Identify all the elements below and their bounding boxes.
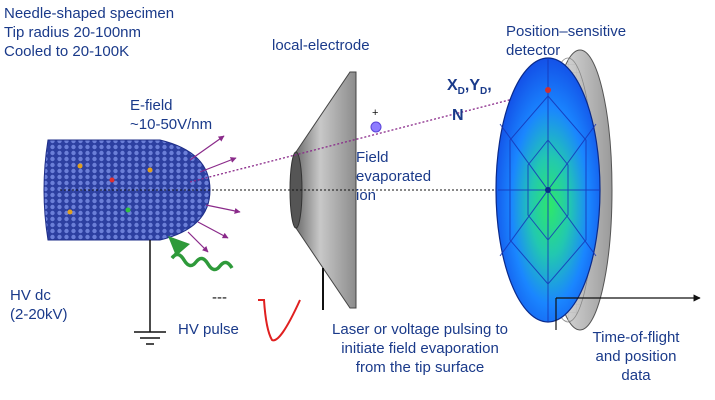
xy-comma: , <box>487 77 492 94</box>
efield-line-2: ~10-50V/nm <box>130 116 213 133</box>
hv-pulse-symbol <box>258 299 301 342</box>
tof-line-2: and position <box>595 348 677 365</box>
specimen-description: Needle-shaped specimen Tip radius 20-100… <box>4 4 174 61</box>
ion-line-2: evaporated <box>356 168 432 185</box>
ion-line-3: ion <box>356 187 377 204</box>
laser-pulse-arrow <box>168 236 234 272</box>
detector-line-1: Position–sensitive <box>506 23 627 40</box>
n-label: N <box>452 107 464 124</box>
local-electrode-label: local-electrode <box>272 37 370 54</box>
hv-dc-wire <box>134 240 166 345</box>
y-subscript: D <box>480 86 488 98</box>
tof-description: Time-of-flight and position data <box>572 328 700 385</box>
hv-dc-label: HV dc (2-20kV) <box>10 286 68 324</box>
specimen-line-3: Cooled to 20-100K <box>4 43 130 60</box>
laser-line-1: Laser or voltage pulsing to <box>332 321 508 338</box>
detector-label: Position–sensitive detector <box>506 22 626 60</box>
hv-dc-line-1: HV dc <box>10 287 51 304</box>
hv-dc-line-2: (2-20kV) <box>10 306 68 323</box>
tof-line-3: data <box>621 367 651 384</box>
efield-line-1: E-field <box>130 97 173 114</box>
laser-line-3: from the tip surface <box>355 359 485 376</box>
x-subscript: D <box>457 86 465 98</box>
detector-line-2: detector <box>506 42 561 59</box>
x-letter: X <box>447 77 458 94</box>
evaporated-ion <box>370 121 382 133</box>
field-lines <box>187 135 241 253</box>
specimen-line-1: Needle-shaped specimen <box>4 5 175 22</box>
hv-pulse-label: HV pulse <box>178 321 239 338</box>
efield-label: E-field ~10-50V/nm <box>130 96 212 134</box>
y-letter: ,Y <box>464 77 481 94</box>
ion-line-1: Field <box>356 149 389 166</box>
specimen-line-2: Tip radius 20-100nm <box>4 24 142 41</box>
dash-marker: --- <box>212 289 227 306</box>
detector-disc <box>495 57 601 323</box>
laser-description: Laser or voltage pulsing to initiate fie… <box>290 320 550 377</box>
ion-charge: + <box>372 107 379 119</box>
ion-trajectory <box>189 89 549 183</box>
local-electrode-shape <box>289 71 357 310</box>
tof-line-1: Time-of-flight <box>592 329 680 346</box>
xd-yd-label: XD,YD, <box>447 76 492 101</box>
laser-line-2: initiate field evaporation <box>341 340 499 357</box>
ion-label: Field evaporated ion <box>356 148 431 205</box>
